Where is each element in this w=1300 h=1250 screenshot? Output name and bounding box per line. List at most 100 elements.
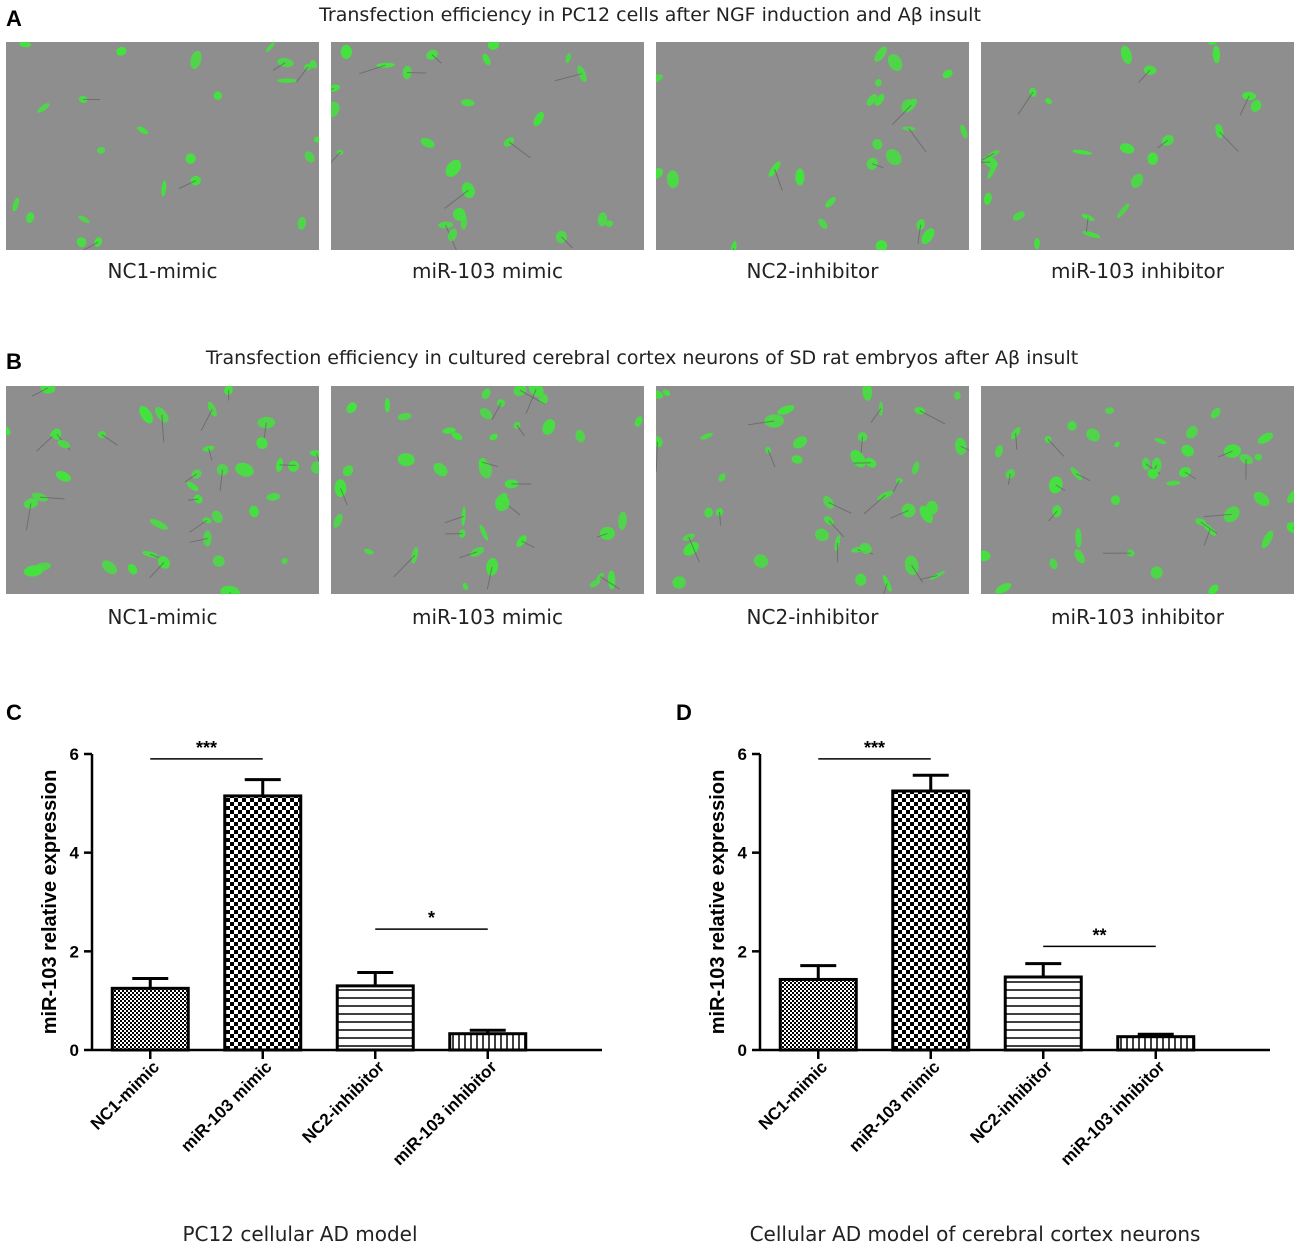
neurite-mark (331, 151, 341, 164)
cell-mark (402, 65, 412, 80)
neurite-mark (184, 473, 197, 483)
chart-d-caption: Cellular AD model of cerebral cortex neu… (749, 1222, 1201, 1246)
significance-label: *** (864, 738, 885, 758)
neurite-mark (516, 424, 525, 437)
neurite-mark (444, 515, 464, 524)
neurite-mark (748, 420, 775, 426)
cell-mark (878, 401, 884, 416)
cell-mark (190, 175, 201, 186)
cell-mark (154, 406, 169, 423)
cell-mark (334, 479, 347, 498)
cell-mark (266, 493, 281, 501)
neurite-mark (161, 414, 165, 443)
cell-mark (161, 180, 167, 197)
neurite-mark (891, 104, 912, 126)
neurite-mark (554, 73, 583, 82)
cell-mark (877, 490, 894, 501)
y-axis-label: miR-103 relative expression (39, 770, 61, 1035)
panel-letter-a: A (6, 6, 22, 31)
neurite-mark (272, 62, 286, 71)
micrograph-a-2-label: miR-103 mimic (412, 259, 563, 283)
cell-mark (700, 432, 713, 440)
neurite-mark (1157, 139, 1169, 149)
cell-mark (795, 168, 805, 186)
micrograph-b-1 (6, 386, 319, 594)
neurite-mark (359, 64, 386, 75)
panel-letter-c: C (6, 700, 22, 725)
cell-mark (1154, 437, 1167, 445)
neurite-mark (149, 562, 165, 579)
y-tick-label: 4 (738, 844, 748, 863)
cell-mark (12, 197, 20, 212)
cell-mark (1181, 445, 1195, 457)
cell-mark (589, 579, 601, 588)
cell-mark (224, 386, 233, 396)
y-tick-label: 0 (70, 1041, 79, 1060)
micrograph-b-3-label: NC2-inhibitor (746, 605, 879, 629)
cell-mark (656, 168, 664, 179)
significance-label: ** (1092, 925, 1106, 945)
neurite-mark (431, 54, 442, 64)
cell-mark (704, 507, 714, 518)
y-tick-label: 6 (738, 745, 747, 764)
cell-mark (101, 560, 117, 575)
cell-mark (142, 551, 159, 558)
cell-mark (1257, 432, 1274, 444)
cell-mark (850, 450, 866, 468)
neurite-mark (519, 389, 545, 405)
micrograph-b-1-label: NC1-mimic (107, 605, 218, 629)
neurite-mark (229, 591, 231, 594)
cell-mark (139, 405, 153, 424)
cell-mark (859, 542, 872, 554)
cell-mark (304, 151, 315, 163)
cell-mark (275, 457, 284, 472)
cell-mark (1147, 152, 1159, 165)
neurite-mark (1007, 473, 1011, 485)
cell-mark (1029, 87, 1037, 97)
cell-mark (55, 470, 71, 482)
cell-mark (533, 111, 544, 127)
neurite-mark (982, 153, 995, 161)
cell-mark (40, 386, 56, 394)
x-tick-label: NC2-inhibitor (299, 1057, 389, 1147)
neurite-mark (508, 141, 531, 159)
cell-mark (1212, 45, 1221, 64)
cell-mark (1086, 428, 1100, 442)
neurite-mark (890, 509, 909, 519)
neurite-mark (340, 488, 348, 506)
cell-mark (460, 99, 475, 107)
neurite-mark (1015, 433, 1018, 450)
bar (1003, 975, 1083, 1052)
micrograph-a-1 (6, 42, 319, 250)
cell-mark (1143, 65, 1157, 75)
bar (778, 977, 858, 1052)
cell-mark (76, 237, 87, 248)
cell-mark (313, 136, 319, 143)
bar (223, 794, 303, 1052)
neurite-mark (189, 519, 208, 533)
cell-mark (1034, 237, 1040, 250)
panel-a-title: Transfection efficiency in PC12 cells af… (319, 4, 981, 26)
cell-mark (1178, 467, 1192, 478)
cell-mark (656, 390, 664, 399)
x-tick-label: NC2-inhibitor (967, 1057, 1057, 1147)
cell-mark (565, 53, 572, 64)
cell-mark (919, 505, 933, 523)
bar (448, 1032, 528, 1052)
cell-mark (887, 54, 903, 72)
cell-mark (875, 240, 888, 250)
neurite-mark (31, 387, 49, 397)
cell-mark (331, 101, 340, 118)
y-tick-label: 0 (738, 1041, 747, 1060)
cell-mark (1045, 98, 1052, 105)
neurite-mark (219, 469, 223, 492)
cell-mark (634, 416, 643, 427)
cell-mark (249, 505, 259, 518)
chart-c: 0 2 4 6 miR-103 relative expression NC1-mimic… (30, 730, 602, 1200)
neurite-mark (208, 448, 213, 461)
cell-mark (340, 45, 352, 59)
cell-mark (57, 439, 70, 449)
cell-mark (186, 481, 199, 492)
cell-mark (577, 65, 587, 83)
cell-mark (469, 546, 485, 557)
